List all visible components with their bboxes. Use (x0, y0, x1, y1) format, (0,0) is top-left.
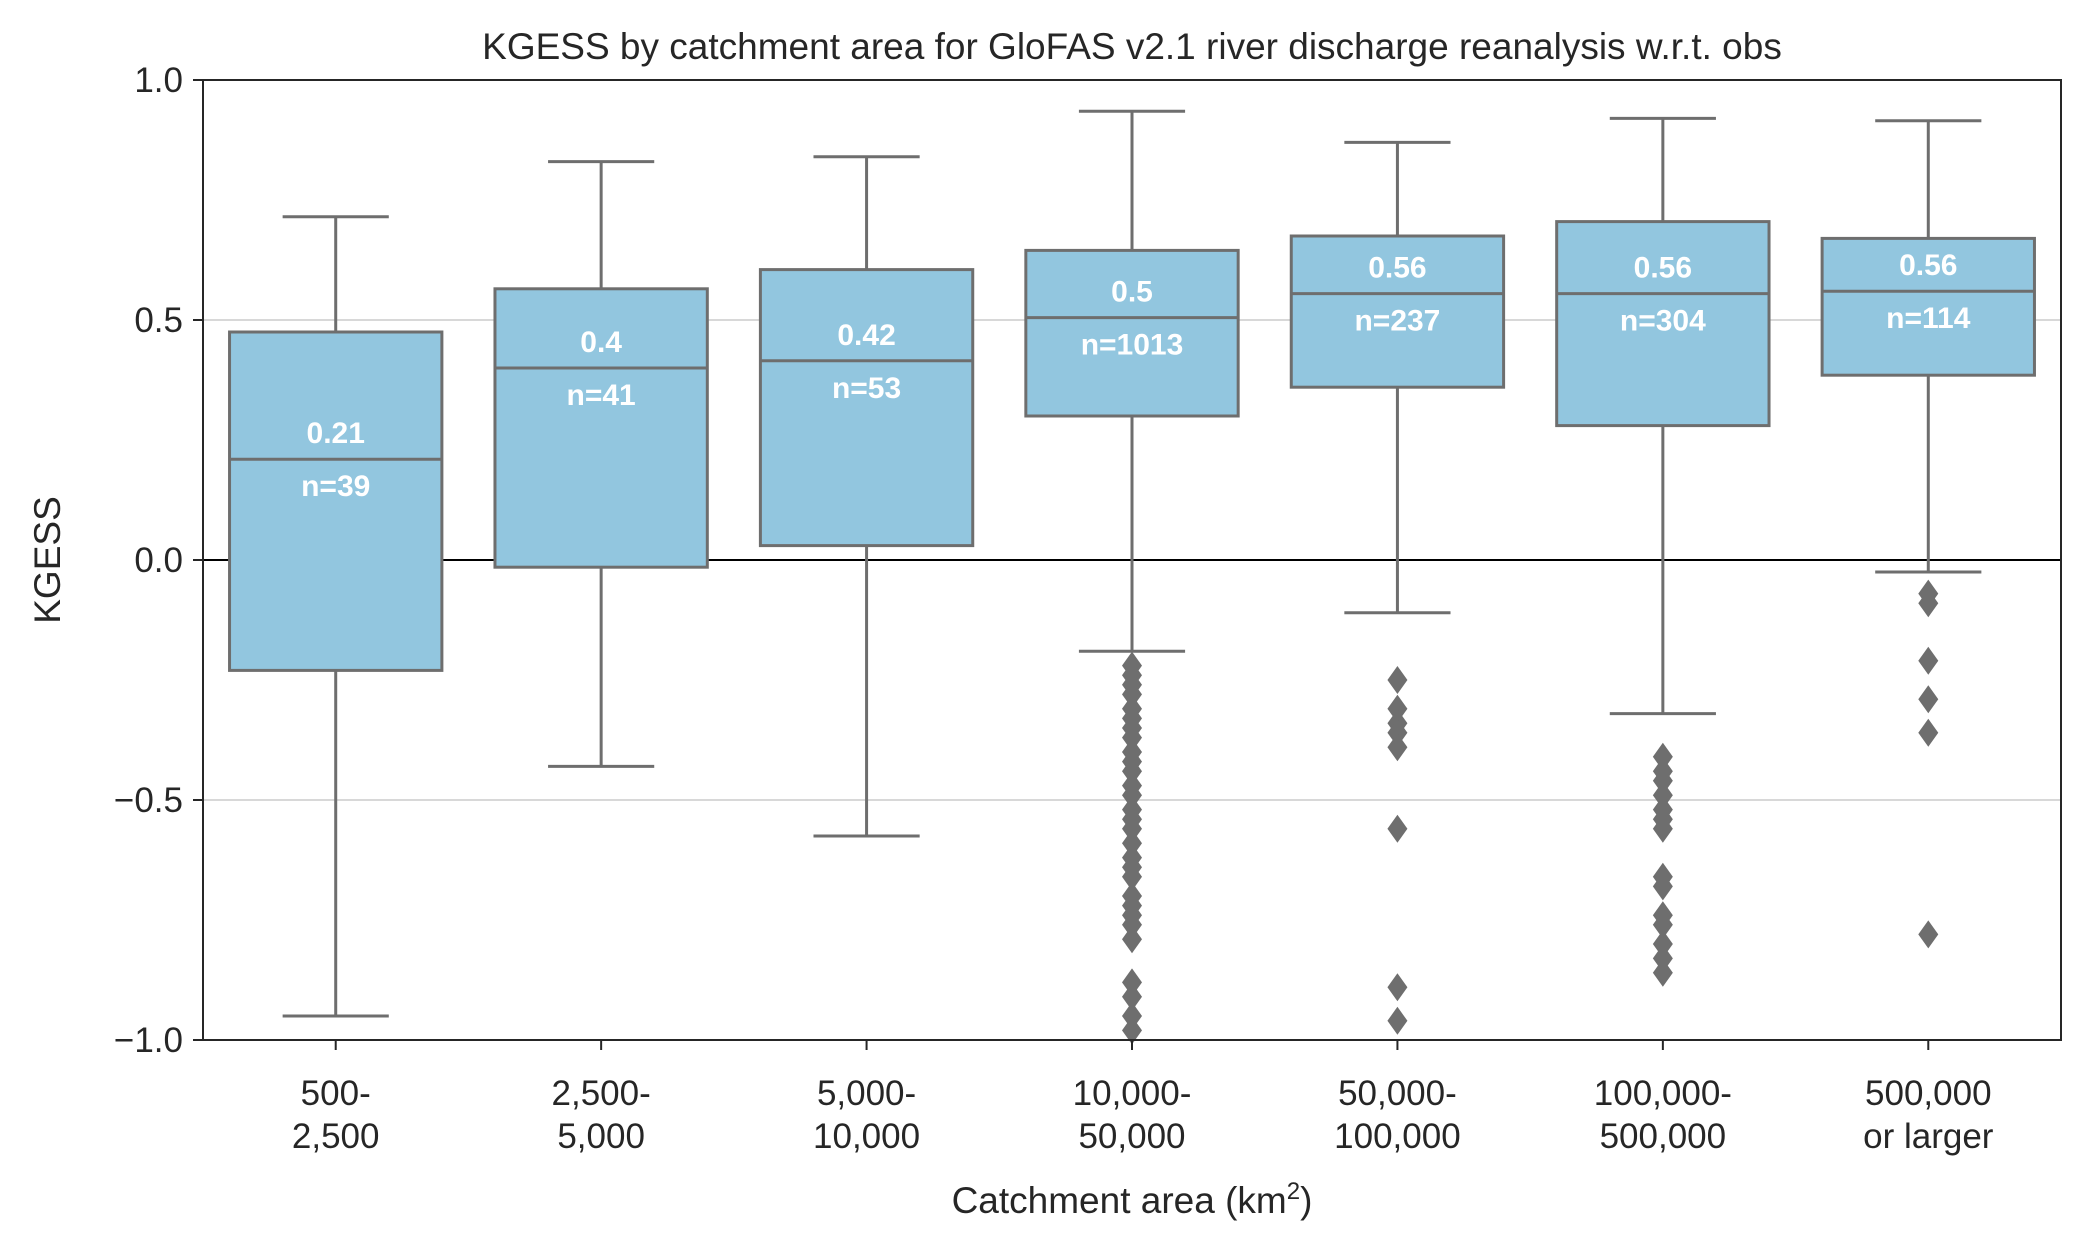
x-tick-label-line2: 50,000 (1078, 1117, 1185, 1156)
outlier-point (1918, 589, 1939, 618)
outlier-point (1918, 685, 1939, 714)
outlier-point (1122, 910, 1142, 939)
outlier-point (1122, 829, 1142, 858)
outlier-point (1122, 814, 1142, 843)
box-series: 0.21 n=39 0.4 n=41 0.42 n=53 0.5 n=1013 0.56 n=23… (228, 109, 2036, 1045)
outlier-point (1122, 925, 1142, 954)
x-tick-label-line1: 5,000- (817, 1074, 916, 1113)
iqr-box (1024, 248, 1240, 418)
y-axis-label: KGESS (27, 496, 68, 624)
y-tick-label: −1.0 (114, 1021, 183, 1060)
x-axis-label: Catchment area (km2) (952, 1178, 1313, 1221)
x-axis-label-close: ) (1300, 1180, 1312, 1221)
x-tick-label-line2: 5,000 (557, 1117, 645, 1156)
count-label: n=304 (1620, 305, 1706, 338)
iqr-box (493, 287, 709, 569)
outlier-point (1652, 814, 1673, 843)
count-label: n=39 (301, 470, 370, 503)
outlier-point (1122, 680, 1142, 709)
outlier-point (1652, 872, 1673, 901)
x-tick-label-line1: 100,000- (1594, 1074, 1732, 1113)
outlier-point (1387, 973, 1408, 1002)
outlier-point (1122, 757, 1142, 786)
outlier-point (1387, 733, 1408, 762)
outlier-point (1652, 766, 1673, 795)
outlier-point (1122, 1002, 1142, 1030)
outlier-point (1122, 968, 1142, 997)
outlier-point (1652, 958, 1673, 987)
box-group: 0.42 n=53 (758, 155, 975, 838)
x-tick-label-line1: 500- (301, 1074, 371, 1113)
count-label: n=41 (567, 379, 636, 412)
box-group: 0.56 n=304 (1555, 116, 1771, 987)
outlier-point (1122, 723, 1142, 752)
y-tick-label: 1.0 (134, 61, 183, 100)
outlier-point (1652, 930, 1673, 958)
outlier-point (1918, 718, 1939, 747)
outlier-point (1122, 982, 1142, 1011)
median-label: 0.56 (1899, 249, 1957, 282)
x-tick-label-line1: 50,000- (1338, 1074, 1457, 1113)
outlier-point (1122, 1016, 1142, 1045)
box-group: 0.56 n=114 (1820, 119, 2036, 949)
outlier-point (1387, 666, 1408, 694)
y-axis: 1.0 0.5 0.0 −0.5 −1.0 (114, 61, 203, 1060)
x-tick-label-line1: 10,000- (1073, 1074, 1192, 1113)
x-tick-label-line1: 500,000 (1865, 1074, 1992, 1113)
x-tick-label-line2: or larger (1863, 1117, 1994, 1156)
box-group: 0.4 n=41 (493, 160, 709, 768)
x-axis-label-main: Catchment area (km (952, 1180, 1287, 1221)
x-tick-label-line2: 500,000 (1600, 1117, 1727, 1156)
x-axis: 500- 2,500 2,500- 5,000 5,000- 10,000 10,000- 5… (292, 1040, 1994, 1156)
outlier-point (1918, 920, 1939, 949)
iqr-box (1555, 220, 1771, 428)
x-axis-label-superscript: 2 (1287, 1178, 1300, 1205)
x-tick-label-line2: 2,500 (292, 1117, 380, 1156)
count-label: n=1013 (1081, 329, 1184, 362)
outlier-point (1387, 814, 1408, 843)
outlier-point (1387, 718, 1408, 747)
y-tick-label: 0.0 (134, 541, 183, 580)
y-tick-label: −0.5 (114, 781, 183, 820)
outlier-point (1387, 694, 1408, 723)
box-group: 0.56 n=237 (1289, 140, 1506, 1035)
box-group: 0.5 n=1013 (1024, 109, 1240, 1045)
x-tick-label-line2: 10,000 (813, 1117, 920, 1156)
median-label: 0.56 (1368, 252, 1426, 285)
outlier-point (1122, 862, 1142, 891)
outlier-point (1652, 742, 1673, 771)
count-label: n=114 (1886, 302, 1971, 335)
count-label: n=53 (832, 372, 901, 405)
outlier-point (1387, 1006, 1408, 1035)
outlier-point (1918, 646, 1939, 675)
median-label: 0.21 (307, 417, 365, 450)
box-group: 0.21 n=39 (228, 215, 444, 1018)
count-label: n=237 (1354, 305, 1440, 338)
median-label: 0.4 (580, 326, 622, 359)
outlier-point (1652, 781, 1673, 810)
x-tick-label-line1: 2,500- (552, 1074, 651, 1113)
outlier-point (1652, 910, 1673, 939)
outlier-point (1122, 781, 1142, 810)
outlier-point (1652, 944, 1673, 973)
x-tick-label-line2: 100,000 (1334, 1117, 1461, 1156)
median-label: 0.56 (1634, 252, 1692, 285)
iqr-box (1820, 236, 2036, 377)
y-tick-label: 0.5 (134, 301, 183, 340)
iqr-box (1289, 234, 1506, 389)
iqr-box (758, 268, 975, 548)
chart-title: KGESS by catchment area for GloFAS v2.1 … (482, 26, 1782, 67)
iqr-box (228, 330, 444, 672)
median-label: 0.5 (1111, 276, 1153, 309)
median-label: 0.42 (837, 319, 895, 352)
